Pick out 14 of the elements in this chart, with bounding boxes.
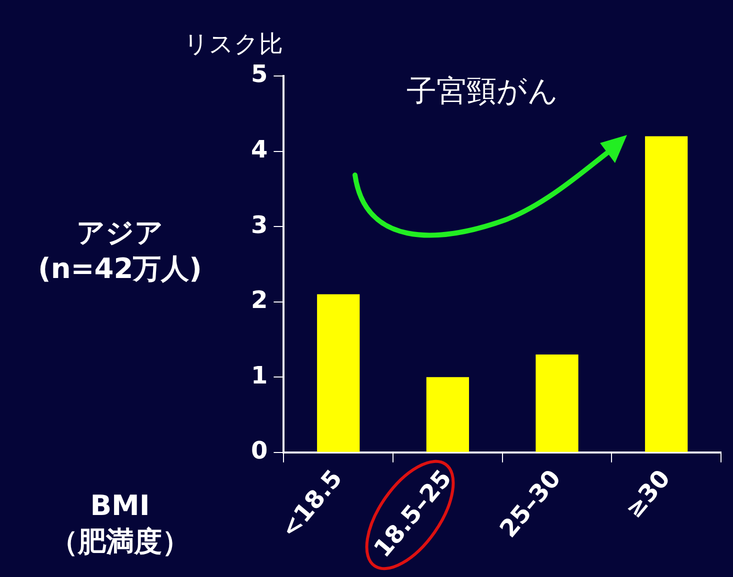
y-tick-label: 0	[250, 436, 268, 465]
y-tick-label: 4	[250, 136, 268, 164]
y-tick-label: 1	[250, 361, 268, 390]
bar	[426, 377, 470, 452]
y-tick-label: 2	[250, 286, 268, 314]
y-tick-label: 5	[250, 60, 268, 88]
bar	[536, 354, 578, 452]
text: BMI （肥満度）	[49, 488, 191, 560]
bar	[645, 136, 688, 452]
bar	[317, 294, 360, 452]
chart-title: 子宮頸がん	[406, 74, 558, 109]
text: アジア (n=42万人)	[37, 215, 203, 288]
y-axis-title: リスク比	[184, 30, 284, 58]
y-tick-label: 3	[250, 210, 268, 239]
